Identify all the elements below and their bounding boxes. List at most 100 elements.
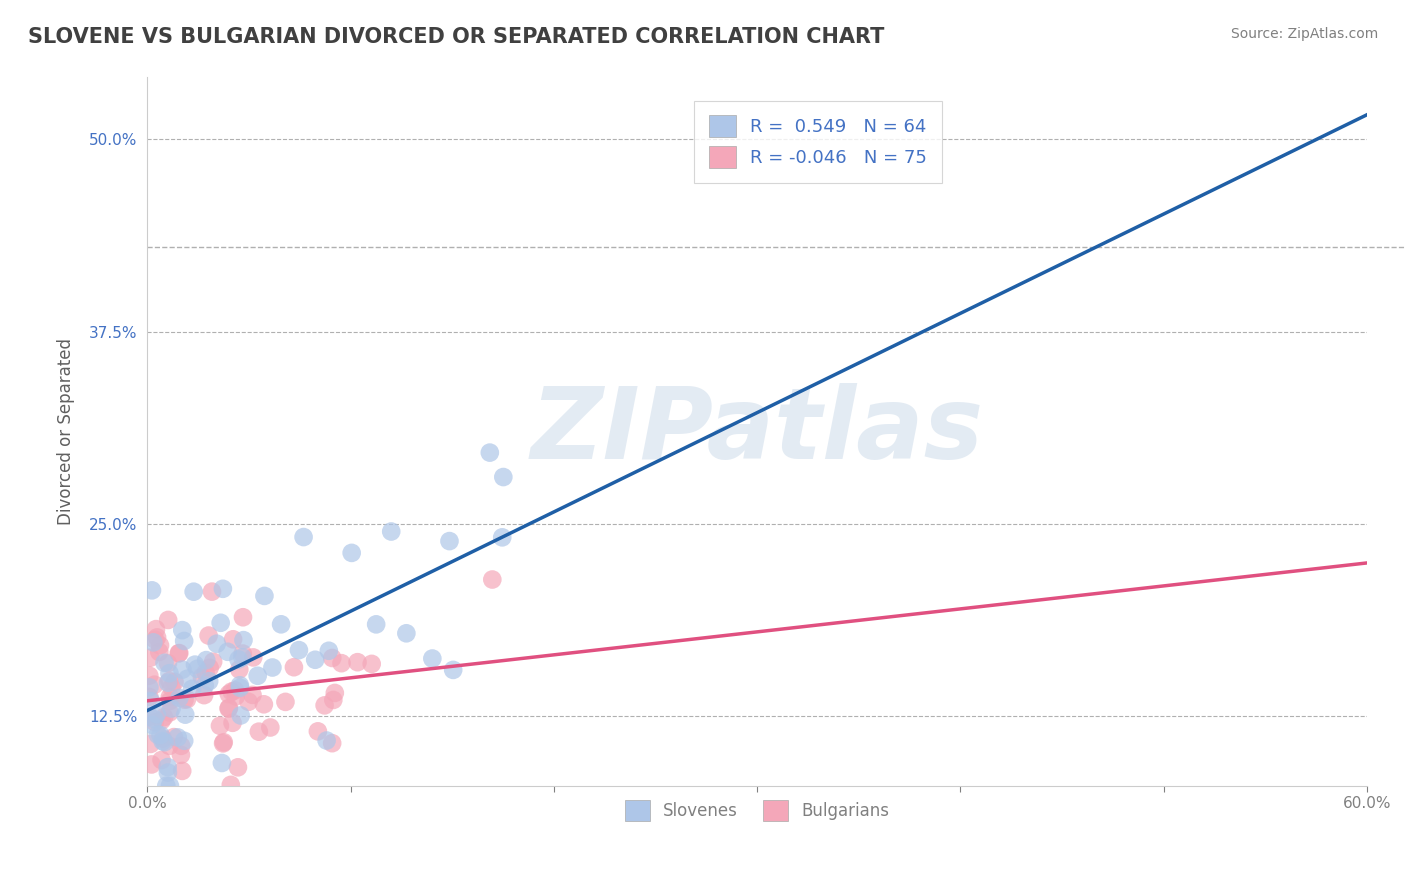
Slovenes bbox=[172, 623, 194, 637]
Bulgarians bbox=[247, 724, 270, 739]
Bulgarians bbox=[218, 701, 240, 715]
Bulgarians bbox=[212, 736, 235, 750]
Bulgarians bbox=[323, 686, 346, 700]
Bulgarians bbox=[198, 661, 221, 675]
Bulgarians bbox=[202, 655, 225, 669]
Bulgarians bbox=[193, 688, 215, 702]
Bulgarians bbox=[159, 706, 181, 720]
Text: SLOVENE VS BULGARIAN DIVORCED OR SEPARATED CORRELATION CHART: SLOVENE VS BULGARIAN DIVORCED OR SEPARAT… bbox=[28, 27, 884, 46]
Slovenes bbox=[160, 701, 183, 715]
Bulgarians bbox=[232, 647, 254, 661]
Bulgarians bbox=[208, 719, 231, 733]
Slovenes bbox=[141, 718, 163, 732]
Slovenes bbox=[288, 643, 311, 657]
Slovenes bbox=[183, 584, 205, 599]
Bulgarians bbox=[146, 631, 169, 645]
Bulgarians bbox=[346, 655, 368, 669]
Bulgarians bbox=[253, 698, 276, 712]
Slovenes bbox=[173, 733, 195, 747]
Slovenes bbox=[159, 779, 181, 793]
Slovenes bbox=[159, 666, 181, 681]
Slovenes bbox=[422, 651, 444, 665]
Slovenes bbox=[209, 615, 232, 630]
Slovenes bbox=[146, 728, 169, 742]
Bulgarians bbox=[138, 690, 160, 704]
Bulgarians bbox=[259, 721, 281, 735]
Bulgarians bbox=[138, 709, 160, 723]
Bulgarians bbox=[321, 736, 343, 750]
Bulgarians bbox=[481, 573, 503, 587]
Slovenes bbox=[229, 708, 252, 723]
Slovenes bbox=[173, 634, 195, 648]
Bulgarians bbox=[141, 757, 163, 772]
Slovenes bbox=[262, 660, 284, 674]
Bulgarians bbox=[238, 695, 260, 709]
Bulgarians bbox=[138, 669, 160, 683]
Bulgarians bbox=[149, 639, 172, 653]
Slovenes bbox=[138, 681, 160, 695]
Slovenes bbox=[139, 694, 162, 708]
Bulgarians bbox=[143, 678, 166, 692]
Bulgarians bbox=[170, 747, 193, 762]
Bulgarians bbox=[139, 650, 162, 665]
Slovenes bbox=[340, 546, 363, 560]
Bulgarians bbox=[160, 681, 183, 695]
Bulgarians bbox=[232, 610, 254, 624]
Slovenes bbox=[253, 589, 276, 603]
Bulgarians bbox=[170, 739, 193, 753]
Slovenes bbox=[491, 530, 513, 544]
Slovenes bbox=[166, 731, 188, 745]
Bulgarians bbox=[314, 698, 336, 713]
Bulgarians bbox=[159, 694, 181, 708]
Bulgarians bbox=[152, 731, 174, 746]
Bulgarians bbox=[143, 632, 166, 647]
Bulgarians bbox=[218, 701, 240, 715]
Bulgarians bbox=[163, 730, 186, 744]
Bulgarians bbox=[322, 693, 344, 707]
Slovenes bbox=[174, 707, 197, 722]
Bulgarians bbox=[143, 715, 166, 730]
Slovenes bbox=[217, 645, 239, 659]
Slovenes bbox=[184, 657, 207, 672]
Slovenes bbox=[229, 678, 252, 692]
Bulgarians bbox=[157, 673, 180, 688]
Slovenes bbox=[231, 650, 253, 665]
Bulgarians bbox=[159, 690, 181, 704]
Slovenes bbox=[315, 733, 337, 747]
Bulgarians bbox=[360, 657, 382, 671]
Slovenes bbox=[149, 728, 172, 742]
Slovenes bbox=[153, 656, 176, 670]
Slovenes bbox=[155, 779, 177, 793]
Slovenes bbox=[270, 617, 292, 632]
Slovenes bbox=[186, 662, 208, 676]
Bulgarians bbox=[330, 656, 353, 670]
Text: Source: ZipAtlas.com: Source: ZipAtlas.com bbox=[1230, 27, 1378, 41]
Bulgarians bbox=[219, 778, 242, 792]
Bulgarians bbox=[150, 714, 173, 728]
Slovenes bbox=[439, 534, 461, 549]
Bulgarians bbox=[173, 692, 195, 706]
Bulgarians bbox=[321, 651, 343, 665]
Slovenes bbox=[246, 669, 269, 683]
Legend: Slovenes, Bulgarians: Slovenes, Bulgarians bbox=[612, 787, 903, 834]
Bulgarians bbox=[242, 650, 264, 665]
Slovenes bbox=[195, 653, 218, 667]
Bulgarians bbox=[157, 613, 180, 627]
Slovenes bbox=[232, 633, 254, 648]
Bulgarians bbox=[191, 670, 214, 684]
Slovenes bbox=[395, 626, 418, 640]
Slovenes bbox=[156, 765, 179, 780]
Slovenes bbox=[156, 760, 179, 774]
Slovenes bbox=[153, 735, 176, 749]
Text: ZIPatlas: ZIPatlas bbox=[530, 383, 984, 480]
Bulgarians bbox=[172, 764, 194, 778]
Bulgarians bbox=[274, 695, 297, 709]
Slovenes bbox=[380, 524, 402, 539]
Slovenes bbox=[152, 734, 174, 748]
Slovenes bbox=[478, 445, 501, 459]
Y-axis label: Divorced or Separated: Divorced or Separated bbox=[58, 338, 75, 525]
Bulgarians bbox=[225, 690, 247, 704]
Slovenes bbox=[318, 644, 340, 658]
Slovenes bbox=[211, 756, 233, 770]
Bulgarians bbox=[169, 646, 191, 660]
